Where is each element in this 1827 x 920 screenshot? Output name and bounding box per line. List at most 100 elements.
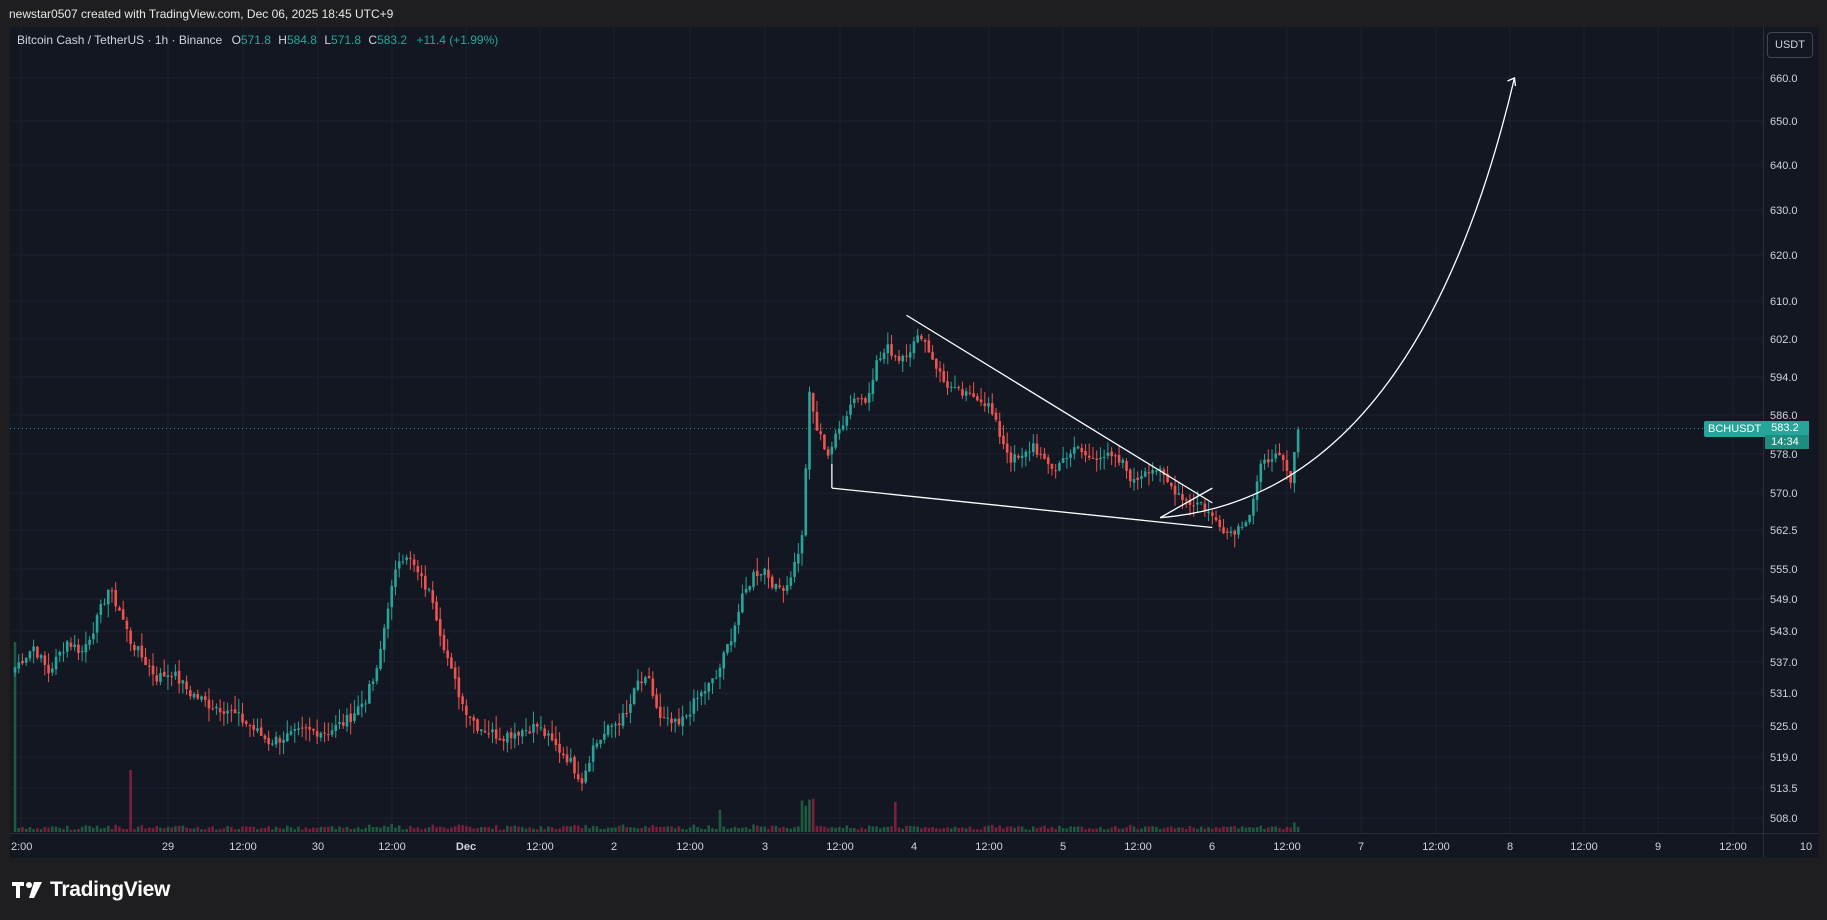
candle-body: [1177, 493, 1181, 495]
projection-arrowhead[interactable]: [1507, 77, 1517, 87]
candle-body: [1293, 452, 1296, 484]
volume-bar: [17, 828, 21, 832]
volume-bar: [655, 826, 658, 832]
candle-body: [942, 371, 946, 382]
candle-body: [1080, 447, 1084, 453]
volume-bar: [998, 825, 1002, 832]
symbol-legend[interactable]: Bitcoin Cash / TetherUS · 1h · Binance O…: [17, 33, 498, 47]
candle-body: [36, 646, 39, 658]
current-price-value: 583.2: [1771, 421, 1799, 434]
candle-body: [841, 425, 845, 430]
volume-bar: [1188, 825, 1192, 832]
projection-curve[interactable]: [1160, 77, 1516, 519]
candle-body: [166, 675, 170, 678]
volume-bar: [849, 828, 852, 832]
volume-bar: [211, 826, 214, 832]
volume-bar: [957, 827, 960, 832]
time-tick-label: 12:00: [378, 841, 406, 853]
volume-bar: [327, 826, 330, 832]
time-tick-label: 12:00: [1570, 841, 1598, 853]
candle-body: [1117, 455, 1121, 463]
volume-bar: [1132, 826, 1136, 832]
time-tick-label: 10: [1800, 841, 1812, 853]
volume-bar: [860, 827, 864, 832]
volume-bar: [629, 827, 632, 832]
candle-body: [908, 352, 912, 358]
candle-body: [703, 691, 707, 694]
volume-bar: [800, 800, 804, 832]
volume-bar: [1248, 827, 1251, 832]
time-scale-background[interactable]: [10, 833, 1819, 858]
candle-body: [1035, 443, 1039, 455]
drawing-layer[interactable]: [831, 77, 1517, 529]
candle-body: [289, 731, 293, 735]
time-tick-label: 6: [1209, 841, 1215, 853]
close-label: C: [368, 33, 378, 47]
candle-body: [651, 678, 655, 696]
time-tick-label: 29: [162, 841, 174, 853]
volume-bar: [547, 826, 550, 832]
candle-body: [1270, 459, 1274, 462]
volume-bar: [841, 828, 845, 832]
volume-bar: [1158, 829, 1162, 832]
candle-body: [838, 428, 841, 434]
breakout-line[interactable]: [1159, 487, 1213, 519]
volume-bar: [603, 828, 606, 832]
candle-body: [129, 630, 132, 644]
volume-bar: [1002, 828, 1005, 832]
volume-bar: [364, 827, 367, 832]
candle-body: [726, 643, 729, 653]
currency-unit-button[interactable]: USDT: [1767, 32, 1813, 58]
candle-body: [58, 651, 62, 656]
volume-bar: [375, 826, 379, 832]
volume-bar: [1255, 827, 1259, 832]
volume-bar: [509, 826, 513, 832]
volume-bar: [267, 826, 270, 832]
volume-bar: [95, 825, 99, 832]
candle-body: [644, 677, 647, 684]
wedge-lower-line[interactable]: [831, 487, 1213, 529]
volume-bar: [550, 827, 554, 832]
candle-body: [24, 657, 28, 663]
volume-bar: [953, 826, 957, 832]
tradingview-logo[interactable]: TradingView: [12, 878, 170, 902]
time-tick-label: 3: [762, 841, 768, 853]
volume-bar: [733, 826, 737, 832]
volume-bar: [24, 828, 28, 832]
candle-body: [233, 709, 237, 714]
volume-bar: [614, 827, 617, 832]
time-tick-label: 12:00: [1719, 841, 1747, 853]
volume-bar: [1043, 825, 1046, 832]
candle-body: [1211, 512, 1214, 516]
candle-body: [54, 656, 58, 670]
current-price-box: 583.2 14:34: [1765, 420, 1810, 449]
volume-bar: [1024, 829, 1028, 832]
top-bar: newstar0507 created with TradingView.com…: [0, 0, 1827, 27]
volume-bar: [610, 827, 614, 832]
close-value: 583.2: [377, 33, 408, 47]
volume-bar: [1028, 829, 1031, 832]
candle-body: [1106, 452, 1110, 456]
candle-body: [1166, 473, 1169, 483]
volume-bar: [356, 827, 360, 832]
price-axis-labels: 660.0 650.0 640.0 630.0 620.0 610.0 602.0 594.0…: [1770, 73, 1798, 825]
volume-bar: [259, 828, 263, 832]
candle-body: [80, 650, 84, 653]
candle-body: [1252, 498, 1255, 516]
candle-body: [267, 737, 270, 745]
candle-body: [207, 699, 211, 709]
candle-body: [580, 778, 584, 784]
candle-body: [606, 725, 610, 735]
time-tick-label: 12:00: [1124, 841, 1152, 853]
candle-body: [994, 412, 998, 420]
candle-body: [479, 729, 483, 731]
wedge-upper-line[interactable]: [906, 314, 1213, 504]
candle-body: [636, 680, 640, 690]
volume-bar: [1099, 826, 1102, 832]
candle-body: [681, 716, 684, 726]
candle-body: [688, 714, 692, 717]
price-chart[interactable]: 660.0 650.0 640.0 630.0 620.0 610.0 602.0 594.0…: [0, 0, 1827, 858]
candle-body: [1143, 471, 1147, 477]
volume-bar: [1125, 827, 1128, 832]
time-tick-label: 8: [1507, 841, 1513, 853]
